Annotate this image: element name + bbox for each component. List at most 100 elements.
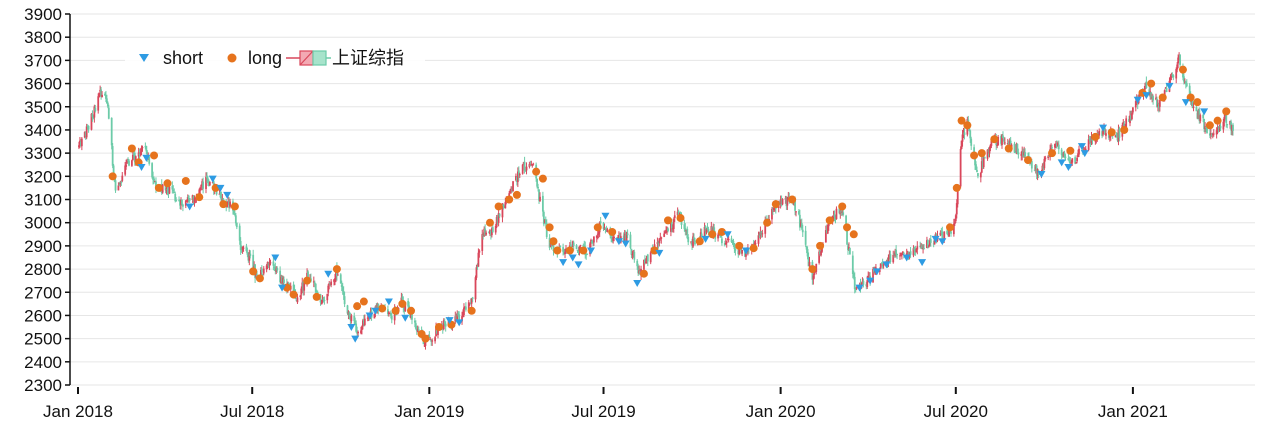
y-tick-label: 2900 — [24, 237, 62, 256]
x-tick-label: Jan 2018 — [43, 402, 113, 421]
candle — [896, 253, 898, 260]
candle — [685, 229, 688, 236]
candle — [986, 149, 989, 161]
candle — [1006, 138, 1009, 146]
long-marker — [676, 214, 685, 223]
candle — [800, 218, 803, 231]
candle — [464, 306, 466, 309]
short-marker — [614, 238, 623, 246]
candle — [757, 231, 760, 247]
candle — [98, 92, 101, 98]
candle — [1212, 129, 1215, 137]
short-marker — [568, 254, 577, 262]
candle — [604, 227, 607, 234]
long-marker — [421, 334, 430, 343]
long-marker — [1147, 79, 1156, 88]
candle — [853, 272, 856, 294]
candle — [470, 298, 473, 309]
long-marker — [219, 200, 228, 209]
candle — [1014, 151, 1017, 154]
candle — [825, 224, 828, 234]
x-tick-label: Jan 2019 — [394, 402, 464, 421]
candle — [901, 251, 904, 255]
y-tick-label: 3700 — [24, 51, 62, 70]
candle — [1196, 109, 1199, 120]
long-marker — [353, 302, 362, 311]
candle — [139, 148, 142, 157]
candle — [512, 180, 514, 192]
candle — [649, 250, 652, 265]
candle — [119, 180, 122, 188]
x-tick-label: Jan 2020 — [746, 402, 816, 421]
candle — [575, 244, 578, 250]
candle — [760, 230, 763, 238]
short-marker — [559, 259, 568, 267]
candle — [518, 172, 521, 178]
long-marker — [1178, 65, 1187, 74]
candle — [442, 318, 445, 331]
candle — [606, 227, 609, 233]
candle — [851, 251, 854, 279]
candle — [1034, 163, 1037, 174]
long-marker — [749, 244, 758, 253]
candle — [779, 195, 782, 209]
short-marker — [1077, 143, 1086, 151]
y-tick-label: 3000 — [24, 214, 62, 233]
candle — [1156, 96, 1158, 108]
candle — [79, 136, 81, 148]
candle — [1199, 113, 1202, 124]
long-marker — [359, 297, 368, 306]
candle — [274, 262, 277, 275]
candle — [267, 261, 270, 269]
candle — [646, 253, 649, 267]
candle — [1035, 164, 1038, 180]
candle — [694, 237, 696, 246]
candle — [528, 161, 531, 169]
long-marker — [512, 190, 521, 199]
candle — [780, 195, 783, 207]
candle — [206, 172, 208, 184]
short-marker — [855, 284, 864, 292]
candle — [693, 233, 695, 242]
candle — [201, 178, 204, 191]
candle — [1115, 132, 1118, 138]
long-marker — [849, 230, 858, 239]
x-tick-label: Jan 2021 — [1098, 402, 1168, 421]
candle — [207, 176, 209, 187]
candle — [644, 255, 646, 265]
candle — [970, 136, 973, 150]
candle — [880, 261, 883, 265]
candle — [824, 225, 827, 243]
candle — [240, 245, 243, 253]
long-marker — [494, 202, 503, 211]
short-marker — [1099, 124, 1108, 132]
candle — [78, 141, 80, 150]
short-marker — [621, 240, 630, 248]
candle — [740, 248, 743, 255]
candle — [349, 312, 352, 324]
candle — [1076, 155, 1078, 164]
candle — [928, 238, 931, 247]
candle — [517, 166, 520, 181]
candle — [633, 249, 636, 263]
long-marker — [608, 227, 617, 236]
candle — [593, 236, 595, 246]
candle — [121, 172, 124, 183]
candle — [690, 241, 693, 245]
candle — [660, 236, 663, 244]
candle — [926, 239, 929, 249]
candle — [934, 232, 937, 237]
candle — [630, 248, 633, 259]
x-tick-label: Jul 2020 — [924, 402, 988, 421]
candle — [117, 182, 120, 191]
candle — [663, 230, 666, 238]
candle — [1218, 124, 1221, 132]
candle — [346, 304, 349, 316]
candle — [1175, 67, 1178, 84]
candle — [576, 249, 579, 253]
candle — [532, 162, 535, 166]
candle — [1057, 140, 1060, 155]
candle — [975, 161, 977, 171]
candle — [529, 160, 532, 167]
candle — [562, 243, 564, 256]
